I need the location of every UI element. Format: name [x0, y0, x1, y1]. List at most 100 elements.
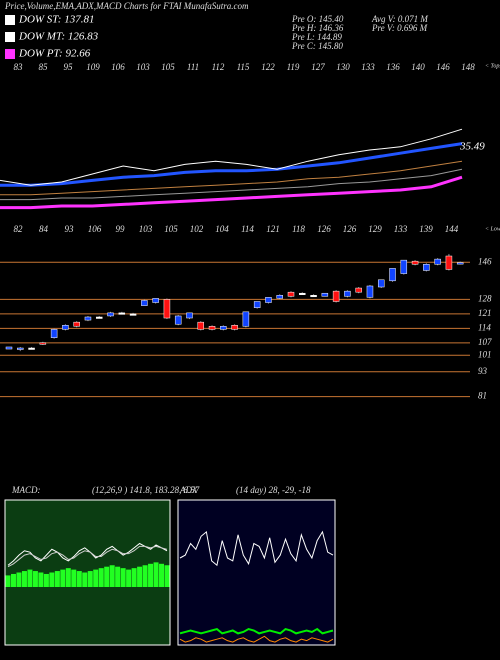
candle-body: [445, 255, 453, 270]
high-label: 103: [136, 62, 150, 72]
histogram-bar: [137, 566, 143, 587]
candle-body: [84, 316, 92, 321]
candle-body: [141, 300, 148, 306]
y-tick-label: 114: [478, 322, 491, 332]
low-label: 84: [39, 224, 49, 234]
high-label: 127: [311, 62, 325, 72]
candle-body: [5, 346, 13, 350]
candle-body: [423, 264, 430, 271]
histogram-bar: [21, 571, 27, 587]
adx-line: [179, 627, 334, 635]
low-label: 104: [215, 224, 229, 234]
candle-body: [344, 290, 351, 297]
candle-body: [39, 342, 47, 345]
histogram-bar: [131, 568, 137, 587]
ema-line: [0, 128, 463, 186]
info-text: Pre V: 0.696 M: [371, 23, 428, 33]
candle-body: [231, 325, 238, 330]
candle-body: [400, 259, 408, 274]
info-text: Avg V: 0.071 M: [371, 14, 428, 24]
candle-body: [186, 312, 193, 319]
candle-body: [62, 325, 69, 330]
macd-line: [7, 545, 168, 568]
high-label: 130: [336, 62, 350, 72]
histogram-bar: [164, 565, 170, 587]
histogram-bar: [159, 563, 165, 587]
panel-subtitle: (12,26,9 ) 141.8, 183.28, 6.57: [92, 485, 200, 495]
high-label: 109: [86, 62, 100, 72]
low-label: 144: [445, 224, 459, 234]
y-tick-label: 146: [478, 256, 492, 266]
legend-label: DOW PT: 92.66: [18, 48, 91, 60]
histogram-bar: [38, 572, 44, 587]
high-label: 133: [361, 62, 375, 72]
candle-body: [163, 299, 171, 319]
histogram-bar: [87, 571, 93, 587]
histogram-bar: [104, 566, 110, 587]
legend-swatch: [5, 49, 15, 59]
y-tick-label: 81: [478, 391, 487, 401]
panel-title: ADX: [179, 485, 198, 495]
y-tick-label: 121: [478, 308, 492, 318]
candle-body: [50, 329, 58, 338]
histogram-bar: [98, 568, 104, 587]
low-label: 129: [368, 224, 382, 234]
candle-body: [220, 326, 227, 330]
histogram-bar: [16, 572, 22, 587]
histogram-bar: [109, 565, 115, 587]
candle-body: [310, 295, 317, 298]
adx-line: [179, 530, 334, 567]
low-label: 82: [14, 224, 24, 234]
candle-body: [355, 287, 362, 293]
highs-label: < Tops: [485, 63, 500, 69]
low-label: 103: [139, 224, 153, 234]
end-label: 35.49: [459, 141, 485, 153]
low-label: 118: [292, 224, 305, 234]
y-tick-label: 107: [478, 337, 492, 347]
histogram-bar: [71, 569, 77, 587]
candle-body: [95, 316, 103, 319]
high-label: 136: [386, 62, 400, 72]
low-label: 93: [65, 224, 75, 234]
low-label: 114: [241, 224, 254, 234]
histogram-bar: [93, 569, 99, 587]
ema-line: [0, 142, 463, 187]
histogram-bar: [126, 569, 132, 587]
histogram-bar: [120, 568, 126, 587]
histogram-bar: [43, 573, 49, 587]
candle-body: [366, 285, 374, 298]
y-tick-label: 93: [478, 366, 488, 376]
candle-body: [242, 311, 250, 327]
candle-body: [174, 315, 182, 325]
histogram-bar: [65, 568, 71, 587]
histogram-bar: [60, 569, 66, 587]
panel-subtitle: (14 day) 28, -29, -18: [236, 485, 311, 495]
legend-label: DOW ST: 137.81: [18, 14, 94, 26]
legend-swatch: [5, 15, 15, 25]
high-label: 95: [64, 62, 74, 72]
high-label: 83: [14, 62, 24, 72]
candle-body: [287, 291, 295, 297]
candle-body: [434, 258, 441, 265]
histogram-bar: [49, 572, 55, 587]
histogram-bar: [27, 569, 33, 587]
candle-body: [299, 292, 306, 295]
low-label: 139: [419, 224, 433, 234]
histogram-bar: [82, 572, 88, 587]
low-label: 102: [190, 224, 204, 234]
lows-label: < Lows: [485, 226, 500, 232]
low-label: 126: [317, 224, 331, 234]
low-label: 106: [88, 224, 102, 234]
high-label: 112: [212, 62, 225, 72]
candle-body: [411, 260, 419, 265]
candle-body: [276, 295, 283, 299]
histogram-bar: [115, 566, 121, 587]
candle-body: [73, 321, 80, 327]
candle-body: [321, 292, 329, 297]
candle-body: [456, 262, 464, 265]
info-text: Pre C: 145.80: [291, 41, 343, 51]
page-title: Price,Volume,EMA,ADX,MACD Charts for FTA…: [4, 1, 249, 11]
high-label: 85: [39, 62, 49, 72]
histogram-bar: [10, 573, 16, 587]
